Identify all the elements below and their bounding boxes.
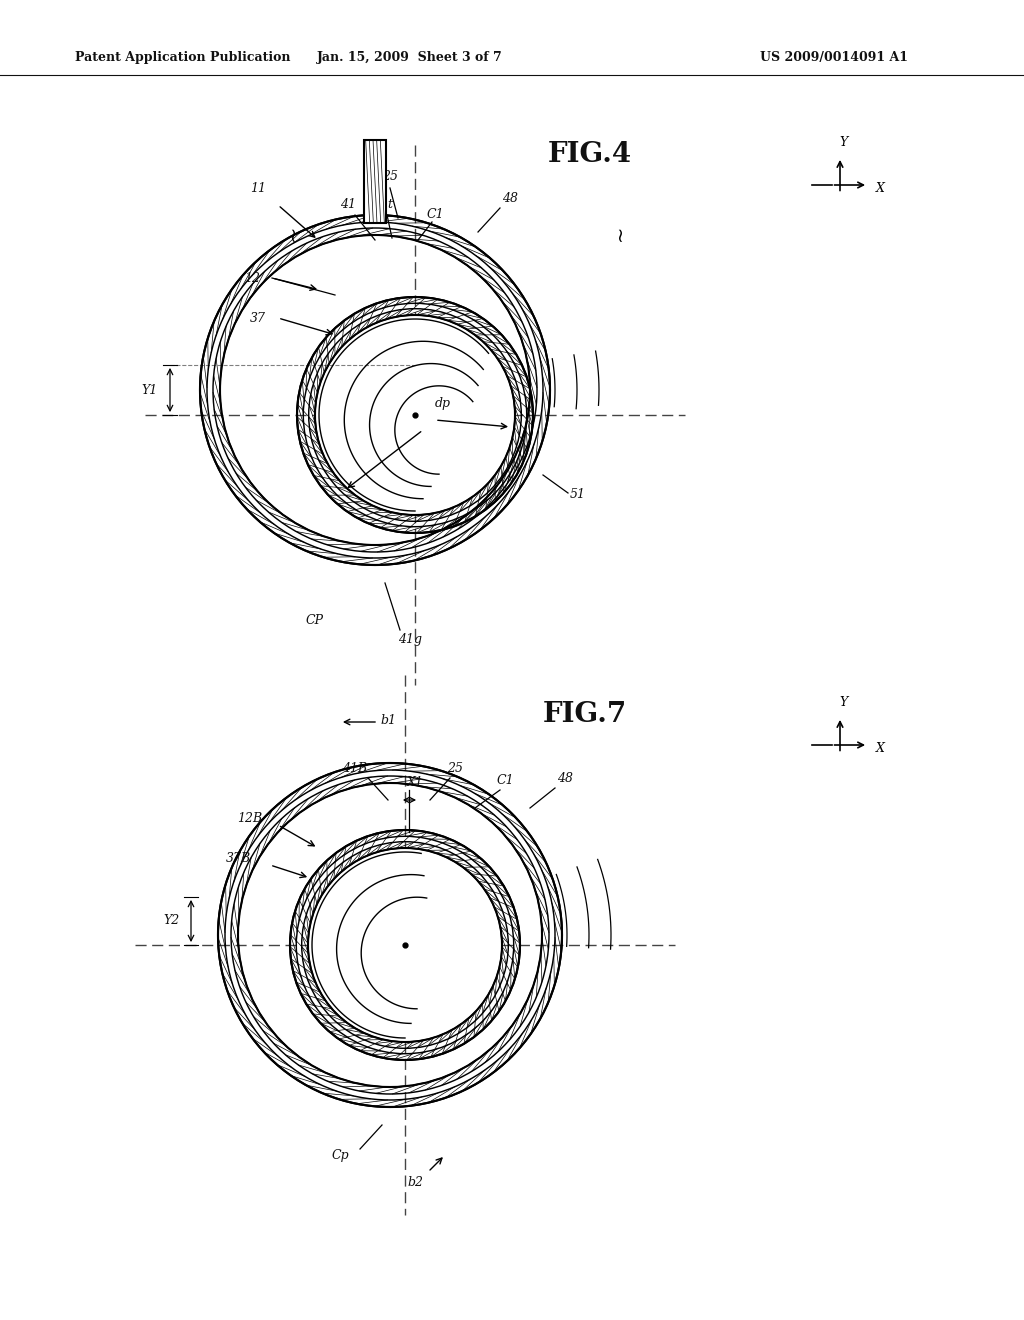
Text: US 2009/0014091 A1: US 2009/0014091 A1 [760, 51, 908, 65]
Text: Y: Y [839, 136, 847, 149]
Text: b2: b2 [407, 1176, 423, 1188]
Text: 12B: 12B [238, 812, 262, 825]
Text: 37: 37 [250, 312, 266, 325]
Text: 41t: 41t [373, 198, 393, 211]
Text: 25: 25 [382, 170, 398, 183]
Text: 37B: 37B [225, 851, 251, 865]
Text: 48: 48 [502, 191, 518, 205]
Text: Cp: Cp [331, 1148, 349, 1162]
Text: 48: 48 [557, 771, 573, 784]
Text: CP: CP [306, 614, 324, 627]
Circle shape [308, 847, 502, 1041]
Circle shape [220, 235, 530, 545]
Text: b1: b1 [380, 714, 396, 726]
Text: X1: X1 [407, 776, 424, 788]
Text: 25: 25 [447, 762, 463, 775]
Text: Y: Y [839, 696, 847, 709]
Text: Y1: Y1 [142, 384, 158, 396]
Text: 11: 11 [250, 181, 266, 194]
Text: FIG.7: FIG.7 [543, 701, 627, 729]
Bar [364, 140, 386, 223]
Text: 41: 41 [340, 198, 356, 211]
Text: Patent Application Publication: Patent Application Publication [75, 51, 291, 65]
Text: 12: 12 [244, 272, 260, 285]
Text: FIG.4: FIG.4 [548, 141, 632, 169]
Text: 41g: 41g [398, 634, 422, 647]
Text: dp: dp [435, 396, 451, 409]
Text: Jan. 15, 2009  Sheet 3 of 7: Jan. 15, 2009 Sheet 3 of 7 [317, 51, 503, 65]
Text: ~: ~ [610, 224, 630, 242]
Text: C1: C1 [497, 774, 514, 787]
Circle shape [238, 783, 542, 1086]
Text: 51: 51 [570, 488, 586, 502]
Text: C1: C1 [426, 209, 443, 222]
Text: 41B: 41B [342, 762, 368, 775]
Text: Y2: Y2 [163, 915, 179, 928]
Circle shape [315, 315, 515, 515]
Text: X: X [876, 742, 885, 755]
Text: X: X [876, 181, 885, 194]
Text: ~: ~ [284, 224, 302, 242]
